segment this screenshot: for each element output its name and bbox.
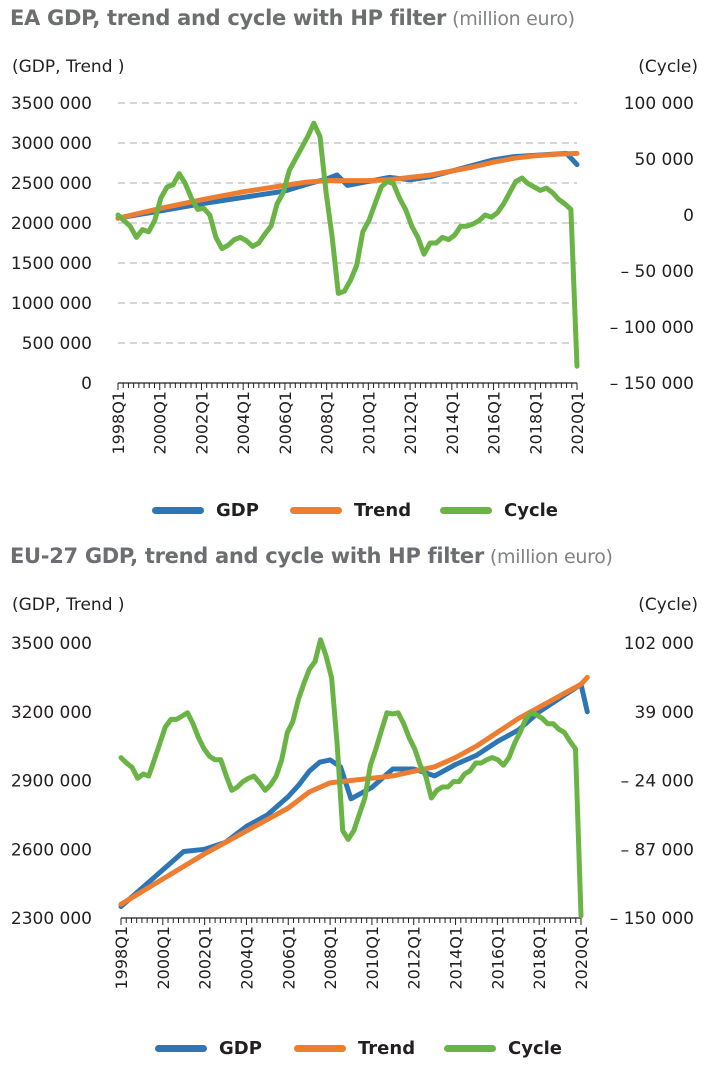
x-tick-label: 2018Q1 <box>530 926 549 990</box>
ea-chart-unit-note: (million euro) <box>452 8 575 30</box>
x-tick-label: 2018Q1 <box>526 391 545 455</box>
legend-item-trend: Trend <box>290 495 411 525</box>
y-tick-label-left: 2900 000 <box>11 772 92 792</box>
y-axis-label-right: (Cycle) <box>638 595 698 615</box>
x-tick-label: 2004Q1 <box>234 391 253 455</box>
y-tick-label-right: – 87 000 <box>621 840 694 860</box>
y-tick-label-right: 102 000 <box>624 634 694 654</box>
legend-item-trend: Trend <box>294 1033 415 1063</box>
ea-chart-legend: GDP Trend Cycle <box>0 495 714 525</box>
x-tick-label: 2000Q1 <box>154 926 173 990</box>
y-axis-label-right: (Cycle) <box>638 57 698 77</box>
y-tick-label-left: 3000 000 <box>11 134 92 154</box>
ea-chart-plot: (GDP, Trend ) (Cycle) 0 500 000 1000 000 1500… <box>11 57 698 455</box>
x-tick-label: 2002Q1 <box>192 391 211 455</box>
legend-label-cycle: Cycle <box>504 499 558 521</box>
legend-swatch-trend <box>290 506 342 514</box>
legend-swatch-gdp <box>155 1044 207 1052</box>
legend-item-gdp: GDP <box>155 1033 262 1063</box>
y-tick-label-left: 0 <box>81 374 92 394</box>
y-tick-label-right: – 150 000 <box>610 374 694 394</box>
legend-swatch-trend <box>294 1044 346 1052</box>
ea-chart-title: EA GDP, trend and cycle with HP filter (m… <box>10 6 575 30</box>
y-tick-label-left: 2600 000 <box>11 840 92 860</box>
x-tick-label: 2014Q1 <box>447 926 466 990</box>
x-tick-label: 2016Q1 <box>488 926 507 990</box>
legend-label-trend: Trend <box>358 1037 416 1059</box>
x-tick-label: 2020Q1 <box>568 391 587 455</box>
y-tick-label-right: – 24 000 <box>621 772 694 792</box>
x-tick-label: 2004Q1 <box>237 926 256 990</box>
eu27-chart-legend: GDP Trend Cycle <box>0 1033 714 1063</box>
y-axis-label-left: (GDP, Trend ) <box>12 57 125 77</box>
legend-label-gdp: GDP <box>219 1037 262 1059</box>
x-tick-label: 2012Q1 <box>401 391 420 455</box>
x-tick-label: 2010Q1 <box>363 926 382 990</box>
series-line-cycle <box>118 637 584 919</box>
x-tick-label: 2000Q1 <box>151 391 170 455</box>
series-line-trend <box>118 674 590 907</box>
y-tick-label-right: – 50 000 <box>621 262 694 282</box>
x-tick-label: 2020Q1 <box>572 926 591 990</box>
x-tick-label: 2006Q1 <box>276 391 295 455</box>
y-tick-label-left: 2000 000 <box>11 214 92 234</box>
ea-chart-title-text: EA GDP, trend and cycle with HP filter <box>10 6 447 30</box>
x-tick-label: 2012Q1 <box>405 926 424 990</box>
y-tick-label-right: 0 <box>683 206 694 226</box>
eu27-chart-plot: (GDP, Trend ) (Cycle) 2300 000 2600 000 2900… <box>11 595 698 990</box>
y-tick-label-left: 2500 000 <box>11 174 92 194</box>
legend-label-cycle: Cycle <box>508 1037 562 1059</box>
y-tick-label-right: 39 000 <box>635 703 694 723</box>
eu27-chart-title-text: EU-27 GDP, trend and cycle with HP filte… <box>10 544 484 568</box>
legend-label-gdp: GDP <box>216 499 259 521</box>
legend-label-trend: Trend <box>354 499 412 521</box>
x-tick-label: 2008Q1 <box>321 926 340 990</box>
legend-item-cycle: Cycle <box>444 1033 562 1063</box>
y-tick-label-left: 3500 000 <box>11 634 92 654</box>
eu27-chart-title: EU-27 GDP, trend and cycle with HP filte… <box>10 544 613 568</box>
legend-item-gdp: GDP <box>152 495 259 525</box>
eu27-chart-panel: (GDP, Trend ) (Cycle) 2300 000 2600 000 2900… <box>0 538 714 1074</box>
x-tick-label: 2006Q1 <box>279 926 298 990</box>
ea-chart-panel: (GDP, Trend ) (Cycle) 0 500 000 1000 000 1500… <box>0 0 714 536</box>
legend-swatch-cycle <box>440 506 492 514</box>
x-tick-label: 2008Q1 <box>318 391 337 455</box>
x-tick-label: 1998Q1 <box>109 391 128 455</box>
y-tick-label-right: 100 000 <box>624 94 694 114</box>
x-tick-label: 2014Q1 <box>443 391 462 455</box>
series-line-cycle <box>115 120 580 369</box>
eu27-chart-unit-note: (million euro) <box>489 546 613 568</box>
x-tick-label: 2010Q1 <box>359 391 378 455</box>
y-tick-label-left: 3200 000 <box>11 703 92 723</box>
legend-swatch-gdp <box>152 506 204 514</box>
y-tick-label-right: – 100 000 <box>610 318 694 338</box>
y-axis-label-left: (GDP, Trend ) <box>12 595 125 615</box>
y-tick-label-left: 500 000 <box>22 334 92 354</box>
y-tick-label-left: 1000 000 <box>11 294 92 314</box>
x-tick-label: 1998Q1 <box>112 926 131 990</box>
legend-swatch-cycle <box>444 1044 496 1052</box>
x-tick-label: 2002Q1 <box>196 926 215 990</box>
legend-item-cycle: Cycle <box>440 495 558 525</box>
y-tick-label-right: – 150 000 <box>610 909 694 929</box>
y-tick-label-left: 2300 000 <box>11 909 92 929</box>
y-tick-label-right: 50 000 <box>635 150 694 170</box>
y-tick-label-left: 1500 000 <box>11 254 92 274</box>
y-tick-label-left: 3500 000 <box>11 94 92 114</box>
x-tick-label: 2016Q1 <box>485 391 504 455</box>
